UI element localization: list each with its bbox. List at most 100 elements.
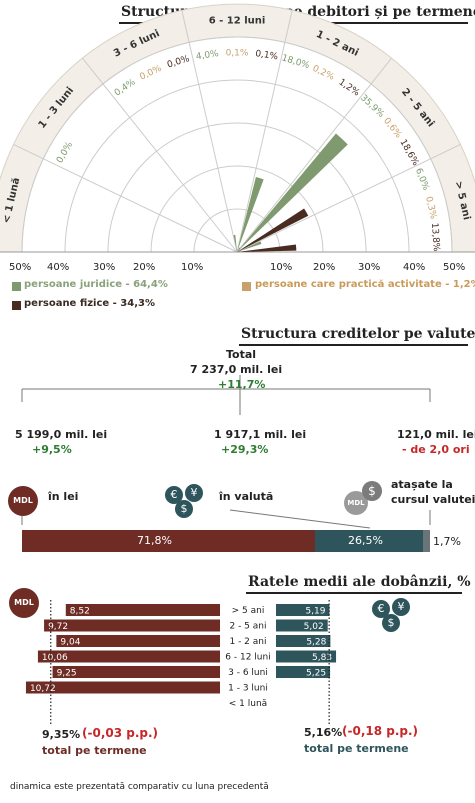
bar-label-atasate: 1,7% bbox=[433, 535, 461, 548]
radial-wedge-activitate bbox=[237, 250, 240, 252]
legend-swatch-juridice bbox=[12, 282, 21, 291]
radial-label-band bbox=[0, 3, 475, 253]
radial-spoke bbox=[236, 143, 461, 253]
scale-left-40: 40% bbox=[47, 262, 70, 273]
total-label: Total bbox=[226, 348, 257, 361]
lei-change: +9,5% bbox=[32, 443, 72, 456]
bar-segment-valuta bbox=[314, 530, 424, 552]
rates-bar-lei bbox=[52, 666, 221, 678]
radial-value-label: 4,0% bbox=[195, 49, 220, 62]
valuta-change: +29,3% bbox=[221, 443, 269, 456]
rates-bar-valuta-label: 5,28 bbox=[306, 638, 326, 648]
radial-ring-20 bbox=[150, 165, 324, 253]
rates-bar-lei-label: 10,72 bbox=[30, 684, 56, 694]
radial-ring-40 bbox=[64, 79, 410, 253]
scale-right-50: 50% bbox=[443, 262, 466, 273]
mdl-coin-icon: MDL bbox=[8, 486, 38, 516]
rates-category-label: 3 - 6 luni bbox=[228, 668, 268, 678]
rates-bar-lei-label: 9,04 bbox=[60, 638, 80, 648]
scale-left-50: 50% bbox=[9, 262, 32, 273]
radial-spoke bbox=[13, 143, 238, 253]
scale-right-10: 10% bbox=[270, 262, 293, 273]
rates-category-label: 1 - 2 ani bbox=[229, 637, 266, 647]
section2-title: Structura creditelor pe valute bbox=[241, 326, 475, 342]
radial-wedge-fizice bbox=[237, 208, 309, 252]
atasate-label-line2: cursul valutei bbox=[391, 493, 475, 506]
pegged-currency-icon: MDL $ bbox=[344, 481, 388, 517]
scale-right-40: 40% bbox=[403, 262, 426, 273]
radial-value-label: 0,2% bbox=[311, 64, 336, 83]
rates-bar-lei bbox=[37, 650, 220, 663]
rates-bar-valuta-label: 5,02 bbox=[304, 622, 324, 632]
atasate-value: 121,0 mil. lei bbox=[397, 428, 475, 441]
radial-value-label: 0,0% bbox=[55, 140, 75, 165]
rates-category-label: 6 - 12 luni bbox=[225, 653, 270, 663]
radial-value-label: 1,2% bbox=[337, 77, 362, 98]
valuta-total-change: (-0,18 p.p.) bbox=[342, 724, 419, 738]
bar-segment-atasate bbox=[423, 530, 430, 552]
rates-bar-lei-label: 9,25 bbox=[57, 669, 77, 679]
radial-spoke bbox=[81, 57, 238, 253]
scale-left-20: 20% bbox=[133, 262, 156, 273]
radial-ring-10 bbox=[193, 208, 281, 253]
radial-value-label: 35,9% bbox=[358, 93, 386, 120]
radial-spoke bbox=[181, 10, 238, 253]
radial-value-label: 0,4% bbox=[113, 77, 138, 98]
rates-bar-lei bbox=[65, 604, 221, 616]
radial-value-label: 0,6% bbox=[381, 116, 403, 140]
radial-wedge-juridice bbox=[237, 241, 262, 252]
radial-value-label: 0,0% bbox=[138, 64, 163, 83]
radial-wedge-juridice bbox=[233, 234, 237, 252]
bar-label-valuta: 26,5% bbox=[348, 534, 383, 547]
mdl-coin-icon-rates: MDL bbox=[9, 588, 39, 618]
lei-total-rate: 9,35% bbox=[42, 728, 81, 741]
rates-bar-lei bbox=[56, 635, 220, 647]
rates-svg: > 5 ani 8,52 5,19 2 - 5 ani 9,72 5,02 1 - 2 an… bbox=[25, 600, 337, 725]
lei-label: în lei bbox=[48, 490, 79, 503]
currency-stacked-bar: 71,8% 26,5% bbox=[22, 530, 430, 552]
legend-fizice: persoane fizice - 34,3% bbox=[24, 298, 156, 309]
rates-category-label: 2 - 5 ani bbox=[229, 622, 266, 632]
valuta-label: în valută bbox=[219, 490, 274, 503]
radial-value-label: 0,3% bbox=[423, 196, 438, 221]
total-value: 7 237,0 mil. lei bbox=[190, 363, 283, 376]
legend-activitate: persoane care practică activitate - 1,2% bbox=[255, 279, 475, 290]
interest-rates-chart: > 5 ani 8,52 5,19 2 - 5 ani 9,72 5,02 1 - 2 an… bbox=[0, 600, 475, 725]
radial-value-label: 0,0% bbox=[166, 54, 191, 70]
radial-spoke bbox=[236, 10, 293, 253]
rates-bar-lei bbox=[25, 681, 220, 694]
total-change: +11,7% bbox=[218, 378, 266, 391]
section3-title: Ratele medii ale dobânzii, % bbox=[248, 574, 471, 590]
rates-bar-lei-label: 10,06 bbox=[42, 653, 68, 663]
atasate-change: - de 2,0 ori bbox=[402, 443, 470, 456]
section2-title-underline bbox=[239, 344, 468, 346]
radial-wedge-fizice bbox=[237, 244, 297, 252]
scale-left-30: 30% bbox=[93, 262, 116, 273]
currency-coins-icon: € ¥ $ bbox=[165, 484, 209, 520]
rates-category-label: < 1 lună bbox=[229, 699, 267, 709]
rates-bar-valuta bbox=[276, 619, 328, 632]
footnote: dinamica este prezentată comparativ cu l… bbox=[10, 782, 269, 792]
atasate-label-line1: atașate la bbox=[391, 478, 453, 491]
radial-value-label: 0,1% bbox=[255, 49, 280, 62]
bar-label-lei: 71,8% bbox=[137, 534, 172, 547]
radial-wedge-fizice bbox=[237, 247, 241, 252]
section3-title-underline bbox=[246, 592, 462, 594]
lei-value: 5 199,0 mil. lei bbox=[15, 428, 108, 441]
radial-value-label: 18,6% bbox=[397, 138, 420, 168]
valuta-value: 1 917,1 mil. lei bbox=[214, 428, 307, 441]
radial-wedge-juridice bbox=[237, 176, 264, 252]
rates-bar-valuta bbox=[276, 666, 331, 678]
legend-swatch-fizice bbox=[12, 301, 21, 310]
radial-value-label: 18,0% bbox=[280, 53, 311, 71]
rates-bar-valuta bbox=[276, 604, 330, 616]
scale-left-10: 10% bbox=[181, 262, 204, 273]
radial-category-label: 6 - 12 luni bbox=[209, 16, 266, 27]
radial-ring-50 bbox=[21, 36, 453, 253]
rates-category-label: 1 - 3 luni bbox=[228, 684, 268, 694]
lei-total-label: total pe termene bbox=[42, 744, 147, 757]
rates-category-label: > 5 ani bbox=[232, 606, 265, 616]
rates-bar-valuta bbox=[276, 635, 331, 647]
legend-swatch-activitate bbox=[242, 282, 251, 291]
